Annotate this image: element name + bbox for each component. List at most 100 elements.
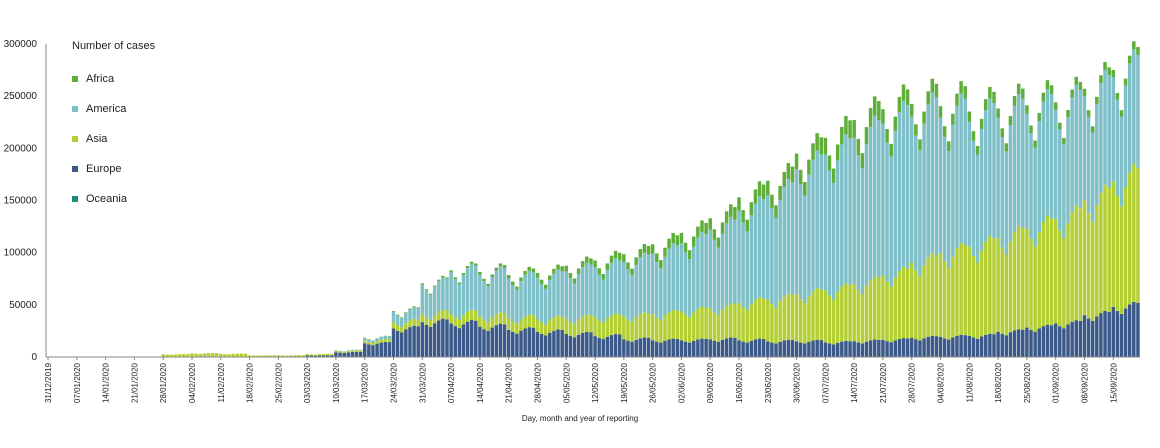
- bar-africa: [737, 197, 741, 211]
- bar-asia: [683, 314, 688, 342]
- bar-europe: [803, 343, 807, 357]
- bar-america: [774, 217, 778, 308]
- bar-europe: [696, 339, 700, 357]
- bar-asia: [173, 354, 178, 357]
- bar-asia: [317, 354, 322, 356]
- bar-asia: [766, 299, 770, 342]
- bar-europe: [955, 335, 959, 357]
- bar-america: [733, 219, 737, 305]
- bar-africa: [453, 277, 457, 280]
- bar-europe: [947, 339, 951, 357]
- bar-america: [815, 150, 819, 289]
- bar-asia: [511, 321, 515, 333]
- bar-america: [445, 278, 449, 311]
- bar-america: [469, 263, 474, 310]
- bar-america: [918, 150, 922, 276]
- bar-africa: [556, 264, 560, 270]
- x-tick-label: 12/05/2020: [591, 362, 600, 403]
- bar-africa: [589, 258, 593, 265]
- bar-america: [1086, 116, 1091, 213]
- bar-europe: [930, 335, 935, 357]
- bar-asia: [617, 314, 622, 335]
- bar-africa: [914, 124, 918, 136]
- bar-asia: [1045, 215, 1050, 325]
- bar-africa: [667, 238, 671, 249]
- bar-europe: [831, 344, 836, 357]
- bar-europe: [313, 355, 318, 357]
- bar-asia: [441, 309, 445, 319]
- bar-africa: [877, 100, 881, 121]
- bar-america: [745, 231, 749, 311]
- bar-asia: [1053, 219, 1058, 324]
- bar-america: [465, 268, 470, 312]
- bar-asia: [379, 339, 383, 343]
- bar-europe: [1025, 327, 1029, 357]
- bar-asia: [239, 353, 244, 357]
- bar-asia: [305, 354, 309, 356]
- bar-america: [716, 247, 721, 315]
- bar-africa: [823, 137, 828, 155]
- bar-europe: [868, 340, 873, 357]
- bar-america: [782, 187, 786, 297]
- bar-asia: [815, 288, 819, 340]
- bar-asia: [803, 303, 807, 344]
- bar-america: [441, 277, 445, 310]
- bar-asia: [420, 313, 425, 323]
- bar-africa: [543, 284, 548, 289]
- bar-america: [741, 222, 745, 308]
- bar-america: [984, 110, 988, 242]
- bar-europe: [729, 337, 733, 357]
- bar-africa: [803, 182, 807, 196]
- bar-asia: [951, 256, 955, 338]
- bar-africa: [741, 210, 745, 223]
- bar-america: [1070, 97, 1074, 213]
- legend-item-africa: Africa: [72, 64, 155, 94]
- bar-america: [650, 253, 655, 315]
- bar-asia: [580, 316, 585, 333]
- bar-asia: [474, 310, 478, 321]
- bar-asia: [523, 316, 527, 329]
- bar-europe: [638, 338, 643, 357]
- x-tick-label: 11/08/2020: [965, 362, 974, 402]
- bar-europe: [576, 334, 581, 357]
- bar-europe: [626, 340, 630, 357]
- bar-europe: [634, 339, 638, 357]
- bar-asia: [412, 318, 416, 326]
- bar-africa: [1008, 115, 1013, 126]
- bar-america: [864, 144, 869, 286]
- bar-asia: [959, 242, 963, 335]
- bar-america: [951, 124, 955, 257]
- bar-asia: [206, 353, 211, 357]
- bar-asia: [1119, 206, 1124, 314]
- bar-america: [449, 272, 453, 315]
- bar-america: [729, 216, 733, 304]
- bar-america: [1119, 116, 1124, 207]
- bar-europe: [737, 340, 741, 357]
- bar-europe: [852, 341, 856, 357]
- bar-asia: [844, 283, 848, 341]
- bar-europe: [1082, 315, 1087, 357]
- bar-africa: [794, 153, 799, 170]
- bar-africa: [753, 189, 758, 204]
- bar-africa: [391, 310, 396, 312]
- bar-europe: [823, 342, 828, 357]
- bar-europe: [617, 334, 622, 357]
- bar-africa: [1107, 67, 1111, 76]
- bar-africa: [1082, 88, 1087, 97]
- bar-africa: [856, 138, 861, 156]
- bar-asia: [675, 310, 680, 339]
- bar-america: [367, 339, 371, 342]
- bar-europe: [412, 325, 416, 357]
- bar-europe: [1127, 304, 1132, 357]
- bar-asia: [654, 317, 659, 342]
- bar-africa: [918, 139, 922, 151]
- bar-asia: [589, 315, 593, 333]
- bar-asia: [1049, 218, 1054, 326]
- bar-africa: [716, 237, 721, 248]
- bar-asia: [235, 353, 239, 357]
- bar-africa: [539, 279, 544, 285]
- bar-america: [408, 309, 412, 321]
- bar-asia: [358, 350, 363, 352]
- bar-america: [519, 281, 523, 320]
- bar-america: [803, 195, 807, 304]
